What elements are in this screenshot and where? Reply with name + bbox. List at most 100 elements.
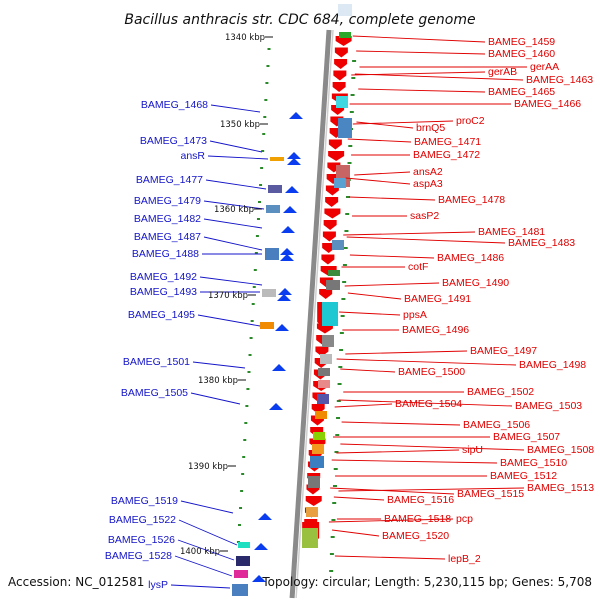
leader-line: [344, 282, 440, 287]
gene-box: [232, 584, 248, 596]
gene-box: [338, 4, 352, 16]
gene-label-bameg-1522: BAMEG_1522: [109, 514, 176, 526]
tick-mark: [338, 366, 343, 368]
leader-line: [203, 236, 263, 251]
gene-box: [260, 322, 274, 329]
tick-mark: [330, 536, 335, 538]
leader-line: [203, 218, 263, 229]
leader-line: [170, 584, 231, 589]
gene-label-bameg-1479: BAMEG_1479: [134, 195, 201, 207]
gene-label-gerab: gerAB: [488, 66, 517, 78]
gene-label-bameg-1506: BAMEG_1506: [463, 419, 530, 431]
gene-label-bameg-1468: BAMEG_1468: [141, 99, 208, 111]
gene-box: [334, 178, 346, 188]
gene-label-proc2: proC2: [456, 115, 485, 127]
gene-label-bameg-1510: BAMEG_1510: [500, 457, 567, 469]
gene-label-bameg-1466: BAMEG_1466: [514, 98, 581, 110]
leader-line: [348, 196, 436, 201]
gene-label-bameg-1477: BAMEG_1477: [136, 174, 203, 186]
gene-arrow: [332, 82, 346, 92]
tick-mark: [253, 269, 257, 271]
leader-line: [345, 350, 468, 355]
tick-mark: [332, 485, 337, 487]
leader-line: [330, 487, 455, 495]
tick-mark: [243, 439, 247, 441]
tick-mark: [337, 383, 342, 385]
tick-mark: [339, 349, 344, 351]
gene-box: [306, 507, 318, 517]
backbone-edge: [295, 29, 334, 599]
gene-arrow: [319, 289, 333, 299]
tick-mark: [262, 133, 266, 135]
gene-label-ansa2: ansA2: [413, 166, 443, 178]
gene-arrow: [335, 36, 352, 46]
gene-box: [339, 32, 351, 38]
gene-label-bameg-1519: BAMEG_1519: [111, 495, 178, 507]
gene-label-bameg-1491: BAMEG_1491: [404, 293, 471, 305]
tick-mark: [251, 303, 255, 305]
tick-mark: [343, 247, 348, 249]
leader-line: [333, 496, 385, 501]
gene-arrow: [333, 70, 347, 81]
gene-box: [332, 240, 344, 250]
gene-label-brnq5: brnQ5: [416, 122, 445, 134]
gene-label-lysp: lysP: [148, 579, 168, 591]
gene-box: [317, 394, 329, 404]
gene-label-ansr: ansR: [180, 150, 205, 162]
gene-triangle: [287, 152, 301, 159]
tick-mark: [350, 94, 355, 96]
gene-label-bameg-1496: BAMEG_1496: [402, 324, 469, 336]
tick-mark: [341, 298, 346, 300]
leader-line: [339, 311, 401, 316]
leader-line: [356, 121, 414, 129]
gene-box: [312, 444, 324, 454]
gene-label-pcp: pcp: [456, 513, 473, 525]
feature-layer: [232, 4, 352, 596]
kbp-label: 1350 kbp: [220, 120, 260, 130]
gene-triangle: [285, 186, 299, 193]
label-layer: BAMEG_1468 BAMEG_1473 ansR BAMEG_1477 BAMEG_…: [105, 36, 594, 591]
gene-arrow: [323, 220, 337, 230]
gene-box: [302, 528, 318, 548]
gene-triangle: [280, 254, 294, 261]
leader-line: [345, 177, 411, 185]
leader-line: [341, 421, 461, 426]
gene-box: [313, 432, 325, 440]
tick-mark: [329, 570, 334, 572]
gene-box: [268, 185, 282, 193]
gene-arrow: [328, 139, 342, 150]
leader-line: [352, 35, 486, 43]
gene-label-bameg-1526: BAMEG_1526: [108, 534, 175, 546]
leader-line: [178, 519, 238, 546]
leader-line: [331, 529, 380, 537]
gene-triangle: [254, 543, 268, 550]
leader-line: [207, 155, 269, 160]
tick-mark: [342, 264, 347, 266]
tick-mark: [348, 145, 353, 147]
gene-label-bameg-1465: BAMEG_1465: [488, 86, 555, 98]
gene-label-bameg-1495: BAMEG_1495: [128, 309, 195, 321]
gene-label-bameg-1463: BAMEG_1463: [526, 74, 593, 86]
gene-arrow: [334, 59, 348, 69]
gene-box: [338, 118, 352, 138]
tick-mark: [242, 456, 246, 458]
tick-mark: [258, 201, 262, 203]
leader-line: [180, 500, 234, 514]
gene-box: [318, 368, 330, 376]
leader-line: [328, 518, 454, 523]
kbp-label: 1380 kbp: [198, 376, 238, 386]
tick-mark: [244, 422, 248, 424]
leader-line: [338, 399, 513, 407]
gene-label-bameg-1472: BAMEG_1472: [413, 149, 480, 161]
gene-label-bameg-1507: BAMEG_1507: [493, 431, 560, 443]
kbp-label: 1360 kbp: [214, 205, 254, 215]
gene-label-bameg-1528: BAMEG_1528: [105, 550, 172, 562]
leader-line: [340, 368, 396, 373]
gene-arrow: [305, 496, 322, 506]
gene-box: [318, 380, 330, 388]
gene-box: [326, 280, 340, 290]
gene-box: [270, 157, 284, 161]
gene-label-bameg-1471: BAMEG_1471: [414, 136, 481, 148]
tick-mark: [264, 99, 268, 101]
tick-mark: [256, 218, 260, 220]
